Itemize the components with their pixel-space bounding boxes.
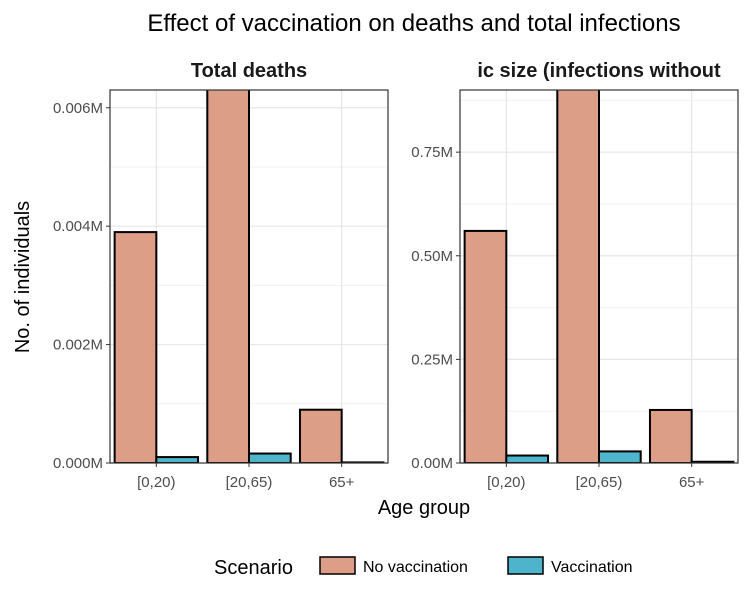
y-tick-label: 0.75M <box>411 144 453 161</box>
y-tick-label: 0.25M <box>411 351 453 368</box>
y-tick-label: 0.00M <box>411 455 453 472</box>
bar-no-vaccination <box>556 90 600 463</box>
legend-label: No vaccination <box>363 559 468 576</box>
bar-no-vaccination <box>648 408 693 463</box>
y-tick-label: 0.004M <box>53 218 103 235</box>
legend: Scenario No vaccination Vaccination <box>214 556 633 579</box>
x-tick-label: 65+ <box>679 474 705 491</box>
bar-no-vaccination <box>206 90 251 463</box>
legend-label: Vaccination <box>551 559 633 576</box>
bar-vaccination <box>155 456 200 463</box>
x-tick-label: [20,65) <box>226 474 273 491</box>
panel-title: Total deaths <box>191 60 307 82</box>
y-tick-label: 0.50M <box>411 248 453 265</box>
bar-vaccination <box>505 454 550 463</box>
panels: Total deaths 0.000M 0.002M 0.004M 0.006M [0,2… <box>53 60 739 491</box>
x-tick-label: [0,20) <box>487 474 525 491</box>
bar-vaccination <box>598 450 642 463</box>
bar-vaccination <box>248 452 292 463</box>
legend-title: Scenario <box>214 557 293 579</box>
x-tick-label: 65+ <box>329 474 355 491</box>
x-axis-label: Age group <box>378 497 470 519</box>
bar-no-vaccination <box>113 231 158 463</box>
chart-title: Effect of vaccination on deaths and tota… <box>147 10 680 37</box>
panel-title: ic size (infections without <box>477 60 721 82</box>
legend-key <box>507 556 544 575</box>
bar-no-vaccination <box>463 229 508 463</box>
bars <box>463 90 735 463</box>
legend-key <box>319 556 356 575</box>
panel-1: Total deaths 0.000M 0.002M 0.004M 0.006M [0,2… <box>53 60 389 491</box>
x-tick-label: [0,20) <box>137 474 175 491</box>
panel-2: ic size (infections without 0.00M 0.25M 0.5… <box>411 60 739 491</box>
y-axis-label: No. of individuals <box>12 201 34 353</box>
legend-item-2: Vaccination <box>507 556 633 576</box>
y-tick-label: 0.000M <box>53 455 103 472</box>
bars <box>113 90 385 463</box>
bar-no-vaccination <box>298 408 343 463</box>
legend-item-1: No vaccination <box>319 556 468 576</box>
x-tick-label: [20,65) <box>576 474 623 491</box>
y-tick-label: 0.006M <box>53 100 103 117</box>
y-tick-label: 0.002M <box>53 337 103 354</box>
